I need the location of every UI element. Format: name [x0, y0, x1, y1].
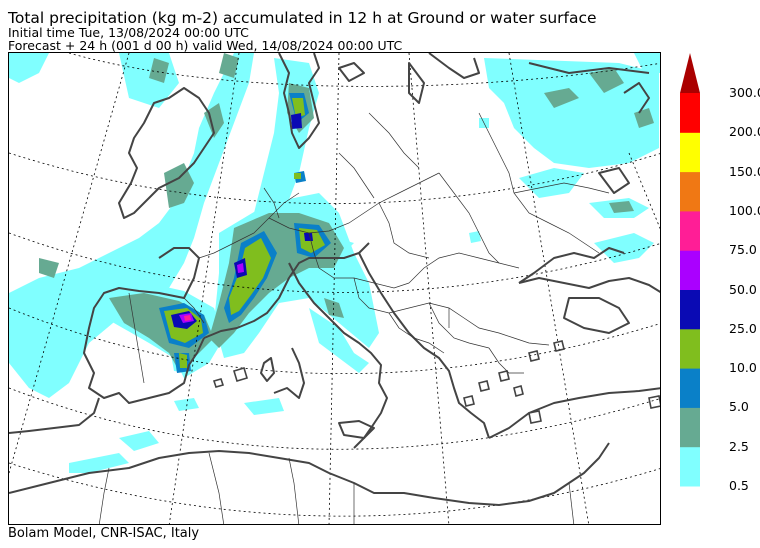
borders	[98, 112, 610, 524]
colorbar-swatch-2.5	[680, 407, 700, 448]
colorbar-swatch-50.0	[680, 250, 700, 290]
islands	[212, 340, 660, 424]
model-credit: Bolam Model, CNR-ISAC, Italy	[8, 526, 200, 541]
precip-layer-75.0	[184, 315, 191, 321]
colorbar-label: 100.0	[729, 202, 760, 218]
forecast-validity-label: Forecast + 24 h (001 d 00 h) valid Wed, …	[8, 38, 403, 53]
initial-time-label: Initial time Tue, 13/08/2024 00:00 UTC	[8, 25, 249, 40]
colorbar-label: 150.0	[729, 163, 760, 179]
colorbar-label: 25.0	[729, 320, 757, 336]
colorbar-swatch-100.0	[680, 171, 700, 212]
colorbar-label: 10.0	[729, 360, 757, 376]
colorbar-swatch-200.0	[680, 93, 700, 133]
colorbar-swatch-10.0	[680, 328, 700, 369]
colorbar-label: 75.0	[729, 242, 757, 258]
colorbar-label: 50.0	[729, 281, 757, 297]
colorbar-label: 200.0	[729, 124, 760, 140]
precipitation-map	[8, 52, 661, 525]
colorbar-swatch-150.0	[680, 132, 700, 173]
colorbar-swatch-0.5	[680, 446, 700, 487]
colorbar-arrow-300.0	[680, 53, 700, 93]
colorbar-swatch-5.0	[680, 368, 700, 408]
graticule	[9, 53, 660, 524]
colorbar-label: 300.0	[729, 85, 760, 100]
colorbar-swatch-75.0	[680, 210, 700, 251]
colorbar-label: 0.5	[729, 478, 749, 493]
map-title: Total precipitation (kg m-2) accumulated…	[8, 9, 597, 27]
colorbar-label: 2.5	[729, 438, 749, 454]
colorbar-label: 5.0	[729, 399, 749, 415]
colorbar-swatch-25.0	[680, 289, 700, 330]
